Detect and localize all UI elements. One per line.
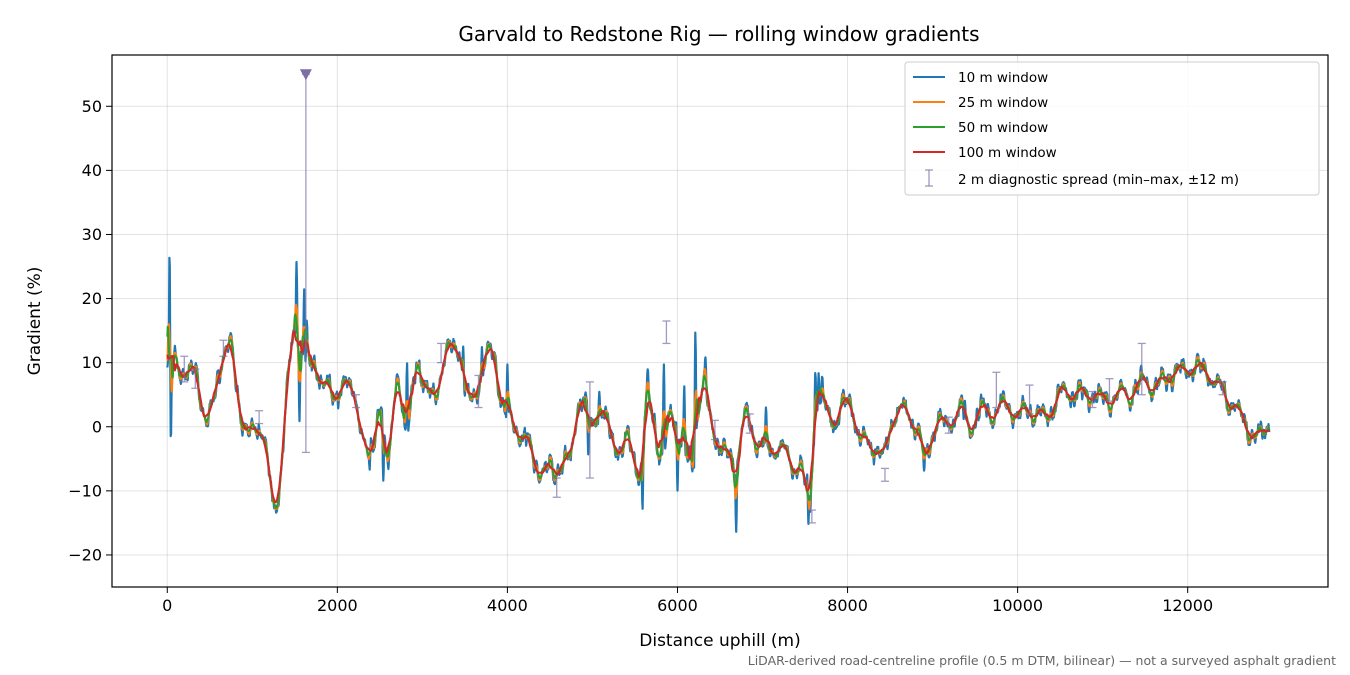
y-tick-label: −10 xyxy=(68,481,102,500)
legend-label-100m: 100 m window xyxy=(958,145,1057,161)
diagnostic-error-bar xyxy=(352,394,361,409)
x-tick-label: 10000 xyxy=(992,596,1043,615)
diagnostic-error-bar xyxy=(944,416,953,434)
legend-label-50m: 50 m window xyxy=(958,120,1048,136)
y-tick-label: 20 xyxy=(82,289,102,308)
series-layer xyxy=(166,256,1271,533)
x-tick-label: 6000 xyxy=(657,596,698,615)
diagnostic-layer xyxy=(180,69,1227,524)
y-axis-label: Gradient (%) xyxy=(25,267,45,376)
diagnostic-error-bar xyxy=(474,374,483,409)
legend-box xyxy=(904,61,1320,196)
diagnostic-error-bar xyxy=(1218,381,1227,396)
x-tick-label: 4000 xyxy=(487,596,528,615)
plot-area xyxy=(166,69,1271,533)
y-tick-label: 0 xyxy=(92,417,102,436)
y-tick-label: −20 xyxy=(68,545,102,564)
y-tick-label: 50 xyxy=(82,97,102,116)
diagnostic-error-bar xyxy=(191,368,200,389)
clipped-marker-triangle xyxy=(299,69,312,81)
diagnostic-error-bar xyxy=(710,419,719,441)
diagnostic-error-bar xyxy=(880,467,889,482)
diagnostic-error-bar xyxy=(992,371,1001,409)
chart-title: Garvald to Redstone Rig — rolling window… xyxy=(458,22,979,46)
series-50m-line xyxy=(166,313,1270,510)
series-25m-line xyxy=(166,303,1270,511)
x-tick-label: 12000 xyxy=(1162,596,1213,615)
legend-label-25m: 25 m window xyxy=(958,95,1048,111)
diagnostic-error-bar xyxy=(552,477,561,498)
legend: 10 m window 25 m window 50 m window 100 … xyxy=(904,61,1320,196)
diagnostic-error-bar xyxy=(180,355,189,383)
plot-frame xyxy=(111,54,1329,588)
series-100m-line xyxy=(166,330,1271,504)
diagnostic-error-bar xyxy=(585,381,594,479)
diagnostic-error-bar xyxy=(437,342,446,364)
x-tick-label: 8000 xyxy=(827,596,868,615)
x-tick-label: 0 xyxy=(162,596,172,615)
diagnostic-error-bar xyxy=(1137,342,1146,396)
x-axis-label: Distance uphill (m) xyxy=(639,631,800,651)
diagnostic-error-bar xyxy=(255,410,264,425)
diagnostic-error-bar xyxy=(1105,378,1114,402)
diagnostic-error-bar xyxy=(662,320,671,345)
diagnostic-error-bar xyxy=(1025,384,1034,415)
footnote: LiDAR-derived road-centreline profile (0… xyxy=(748,653,1336,668)
y-axis: −20 −10 0 10 20 30 40 50 xyxy=(68,97,112,564)
y-tick-label: 10 xyxy=(82,353,102,372)
diagnostic-error-bar xyxy=(219,339,228,357)
x-tick-label: 2000 xyxy=(317,596,358,615)
y-tick-label: 40 xyxy=(82,161,102,180)
diagnostic-error-bar xyxy=(1088,390,1097,409)
legend-swatch-diagnostic xyxy=(925,169,933,187)
legend-label-diagnostic: 2 m diagnostic spread (min–max, ±12 m) xyxy=(958,172,1239,188)
diagnostic-error-bar xyxy=(745,413,754,434)
legend-label-10m: 10 m window xyxy=(958,70,1048,86)
diagnostic-error-bar xyxy=(301,73,310,454)
y-tick-label: 30 xyxy=(82,225,102,244)
diagnostic-error-bar xyxy=(807,509,816,524)
x-axis: 0 2000 4000 6000 8000 10000 12000 xyxy=(162,587,1213,615)
